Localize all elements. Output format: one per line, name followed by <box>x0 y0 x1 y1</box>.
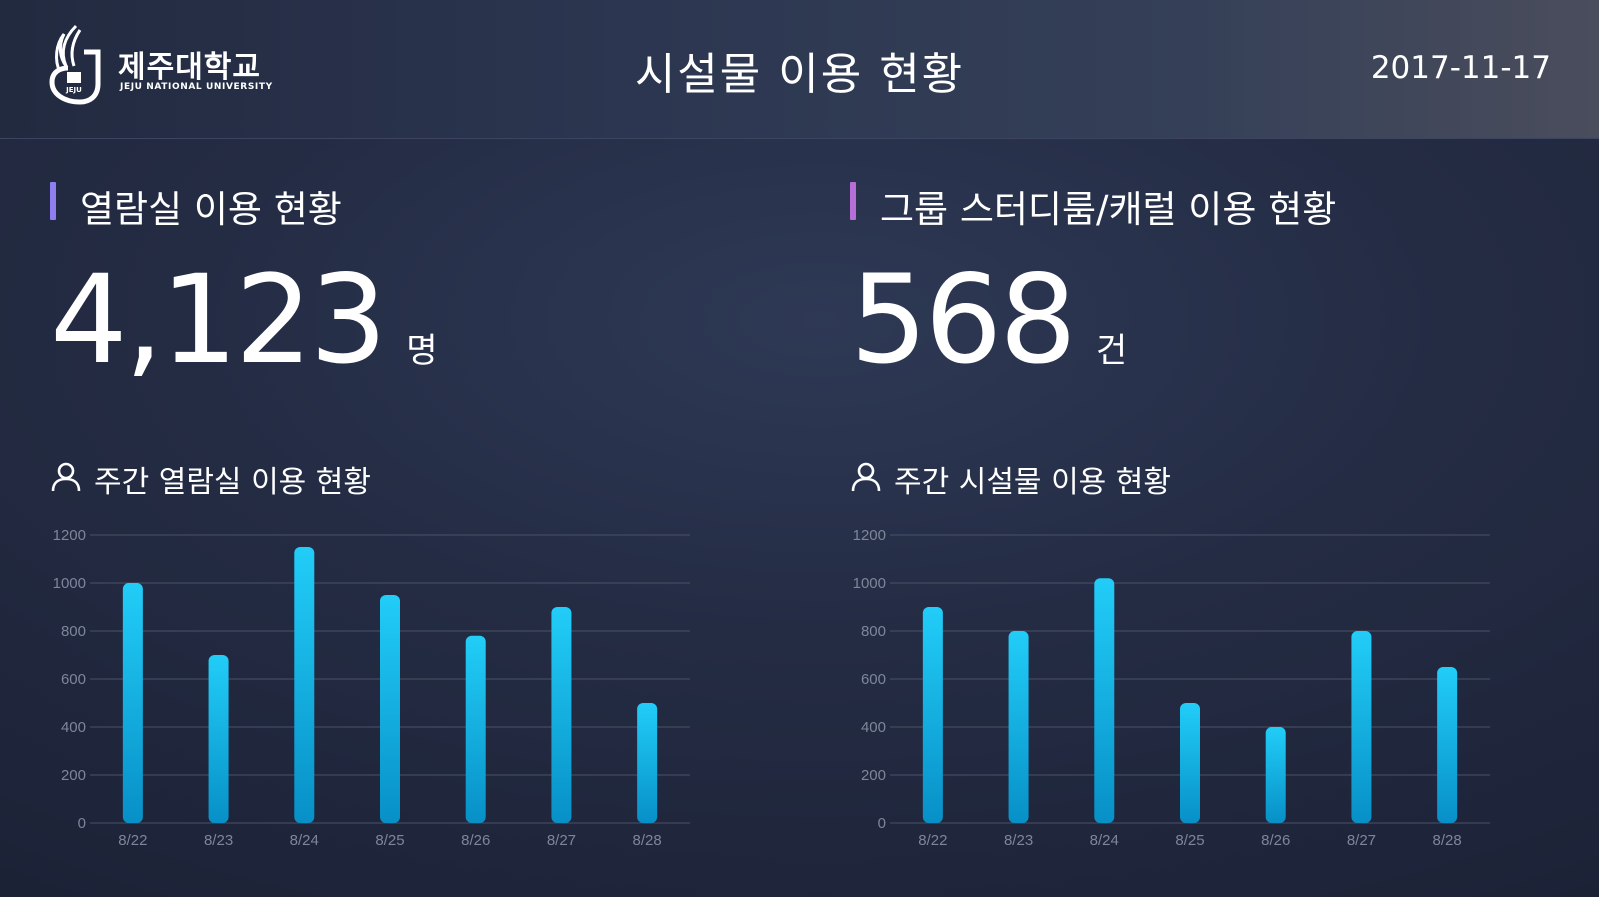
bar-3[interactable] <box>1180 703 1200 823</box>
bar-chart: 0 200 400 600 800 1000 1200 8/22 8/23 8/24 8/25 8/2… <box>853 527 1490 849</box>
bar-5[interactable] <box>1351 631 1372 823</box>
weekly-facility-chart: 0 200 400 600 800 1000 1200 8/22 8/23 8/24 8/25 8/2… <box>850 519 1550 889</box>
x-tick-label-2: 8/24 <box>290 832 319 849</box>
total-value: 568 <box>850 249 1077 391</box>
reading-room-panel: 열람실 이용 현황 4,123 명 주간 열람실 이용 현황 0 200 400 600… <box>50 139 790 897</box>
section-accent-bar <box>850 182 856 220</box>
x-tick-label-1: 8/23 <box>1004 832 1033 849</box>
y-tick-label-0: 0 <box>878 815 886 832</box>
section-title: 그룹 스터디룸/캐럴 이용 현황 <box>880 188 1337 231</box>
bar-2[interactable] <box>294 547 315 823</box>
x-tick-label-4: 8/26 <box>461 832 490 849</box>
x-tick-label-1: 8/23 <box>204 832 233 849</box>
x-tick-label-2: 8/24 <box>1090 832 1119 849</box>
y-tick-label-0: 0 <box>78 815 86 832</box>
bar-0[interactable] <box>922 607 943 823</box>
chart-title: 주간 시설물 이용 현황 <box>894 465 1172 500</box>
section-title: 열람실 이용 현황 <box>80 188 342 231</box>
x-tick-label-0: 8/22 <box>118 832 147 849</box>
bar-3[interactable] <box>380 595 400 823</box>
y-tick-label-3: 600 <box>61 671 86 688</box>
y-tick-label-3: 600 <box>861 671 886 688</box>
bar-0[interactable] <box>122 583 143 823</box>
x-tick-label-5: 8/27 <box>547 832 576 849</box>
bar-5[interactable] <box>551 607 572 823</box>
x-tick-label-6: 8/28 <box>1433 832 1462 849</box>
y-tick-label-2: 400 <box>61 719 86 736</box>
x-tick-label-4: 8/26 <box>1261 832 1290 849</box>
logo-korean-name: 제주대학교 <box>118 50 261 85</box>
y-tick-label-1: 200 <box>61 767 86 784</box>
bar-4[interactable] <box>465 635 486 823</box>
bar-1[interactable] <box>208 655 229 823</box>
bar-chart: 0 200 400 600 800 1000 1200 8/22 8/23 8/24 8/25 8/2… <box>53 527 690 849</box>
x-tick-label-3: 8/25 <box>1175 832 1204 849</box>
svg-text:JEJU: JEJU <box>65 86 82 94</box>
study-room-total: 568 건 <box>850 259 1127 381</box>
chart-title: 주간 열람실 이용 현황 <box>94 465 372 500</box>
university-logo[interactable]: JEJU 제주대학교 JEJU NATIONAL UNIVERSITY <box>46 22 276 106</box>
x-tick-label-3: 8/25 <box>375 832 404 849</box>
bar-6[interactable] <box>1437 667 1458 823</box>
y-tick-label-4: 800 <box>61 623 86 640</box>
current-date: 2017-11-17 <box>1370 50 1551 86</box>
x-tick-label-5: 8/27 <box>1347 832 1376 849</box>
y-tick-label-5: 1000 <box>53 575 86 592</box>
page-title: 시설물 이용 현황 <box>634 49 965 100</box>
y-tick-label-1: 200 <box>861 767 886 784</box>
logo-english-name: JEJU NATIONAL UNIVERSITY <box>120 82 273 92</box>
header-bar: JEJU 제주대학교 JEJU NATIONAL UNIVERSITY 시설물 … <box>0 0 1599 139</box>
y-tick-label-6: 1200 <box>853 527 886 544</box>
y-tick-label-6: 1200 <box>53 527 86 544</box>
x-tick-label-6: 8/28 <box>633 832 662 849</box>
weekly-reading-room-chart: 0 200 400 600 800 1000 1200 8/22 8/23 8/24 8/25 8/2… <box>50 519 750 889</box>
jeju-logo-icon: JEJU <box>49 24 101 105</box>
user-icon <box>51 462 81 492</box>
total-value: 4,123 <box>50 249 387 391</box>
reading-room-total: 4,123 명 <box>50 259 438 381</box>
user-icon <box>851 462 881 492</box>
total-unit: 건 <box>1095 331 1128 371</box>
y-tick-label-2: 400 <box>861 719 886 736</box>
section-accent-bar <box>50 182 56 220</box>
y-tick-label-5: 1000 <box>853 575 886 592</box>
y-tick-label-4: 800 <box>861 623 886 640</box>
bar-6[interactable] <box>637 703 658 823</box>
bar-1[interactable] <box>1008 631 1029 823</box>
bar-4[interactable] <box>1265 727 1286 823</box>
bar-2[interactable] <box>1094 578 1115 823</box>
x-tick-label-0: 8/22 <box>918 832 947 849</box>
total-unit: 명 <box>406 331 438 371</box>
study-room-panel: 그룹 스터디룸/캐럴 이용 현황 568 건 주간 시설물 이용 현황 0 200 4… <box>850 139 1590 897</box>
